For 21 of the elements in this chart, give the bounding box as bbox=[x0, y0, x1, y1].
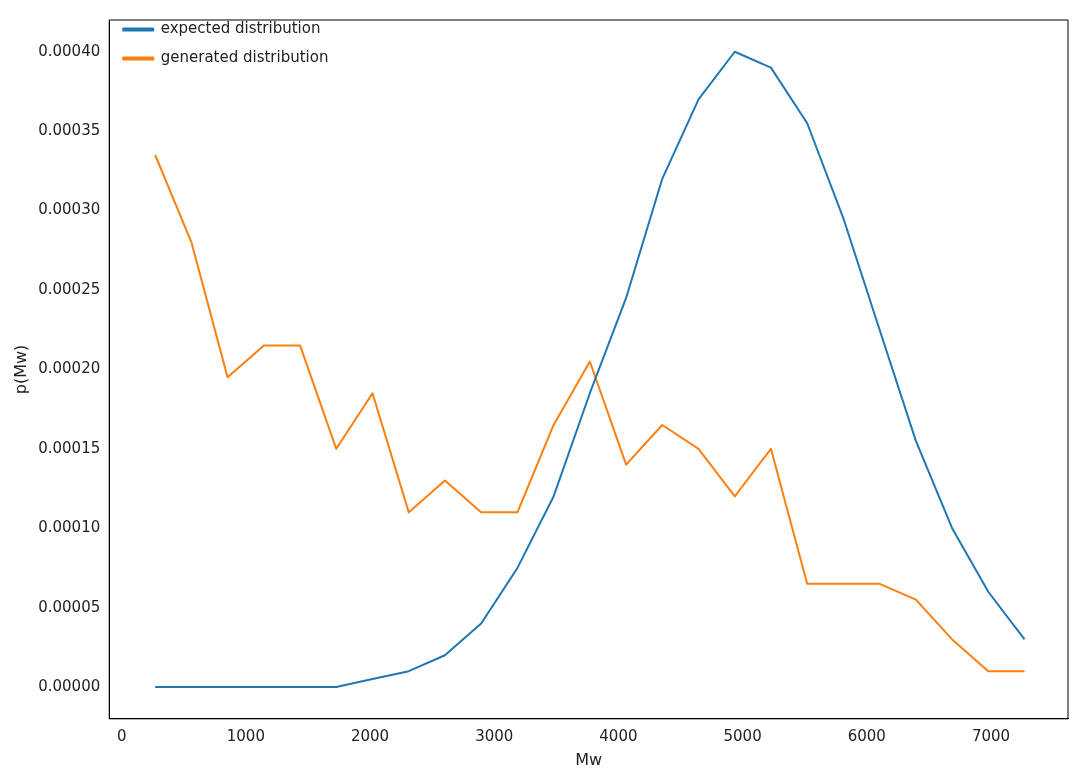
legend-label: expected distribution bbox=[160, 19, 321, 38]
y-tick-label: 0.00040 bbox=[38, 41, 101, 60]
x-axis-title: Mw bbox=[575, 749, 603, 769]
y-tick-label: 0.00005 bbox=[38, 597, 101, 616]
x-tick-label: 4000 bbox=[599, 726, 638, 745]
x-tick-label: 2000 bbox=[350, 726, 390, 745]
y-axis-title: p(Mw) bbox=[10, 344, 30, 395]
y-tick-label: 0.00000 bbox=[38, 676, 101, 695]
legend-label: generated distribution bbox=[160, 48, 329, 67]
y-tick-label: 0.00020 bbox=[38, 359, 101, 378]
y-tick-label: 0.00010 bbox=[38, 518, 101, 537]
x-tick-label: 3000 bbox=[475, 726, 514, 745]
y-tick-label: 0.00015 bbox=[38, 438, 101, 457]
y-tick-label: 0.00035 bbox=[38, 121, 101, 140]
y-tick-label: 0.00030 bbox=[38, 200, 101, 219]
x-tick-label: 6000 bbox=[847, 726, 886, 745]
x-tick-label: 5000 bbox=[723, 726, 762, 745]
x-tick-label: 0 bbox=[116, 726, 127, 745]
y-tick-label: 0.00025 bbox=[38, 279, 101, 298]
x-tick-label: 1000 bbox=[226, 726, 265, 745]
x-tick-label: 7000 bbox=[971, 726, 1011, 745]
